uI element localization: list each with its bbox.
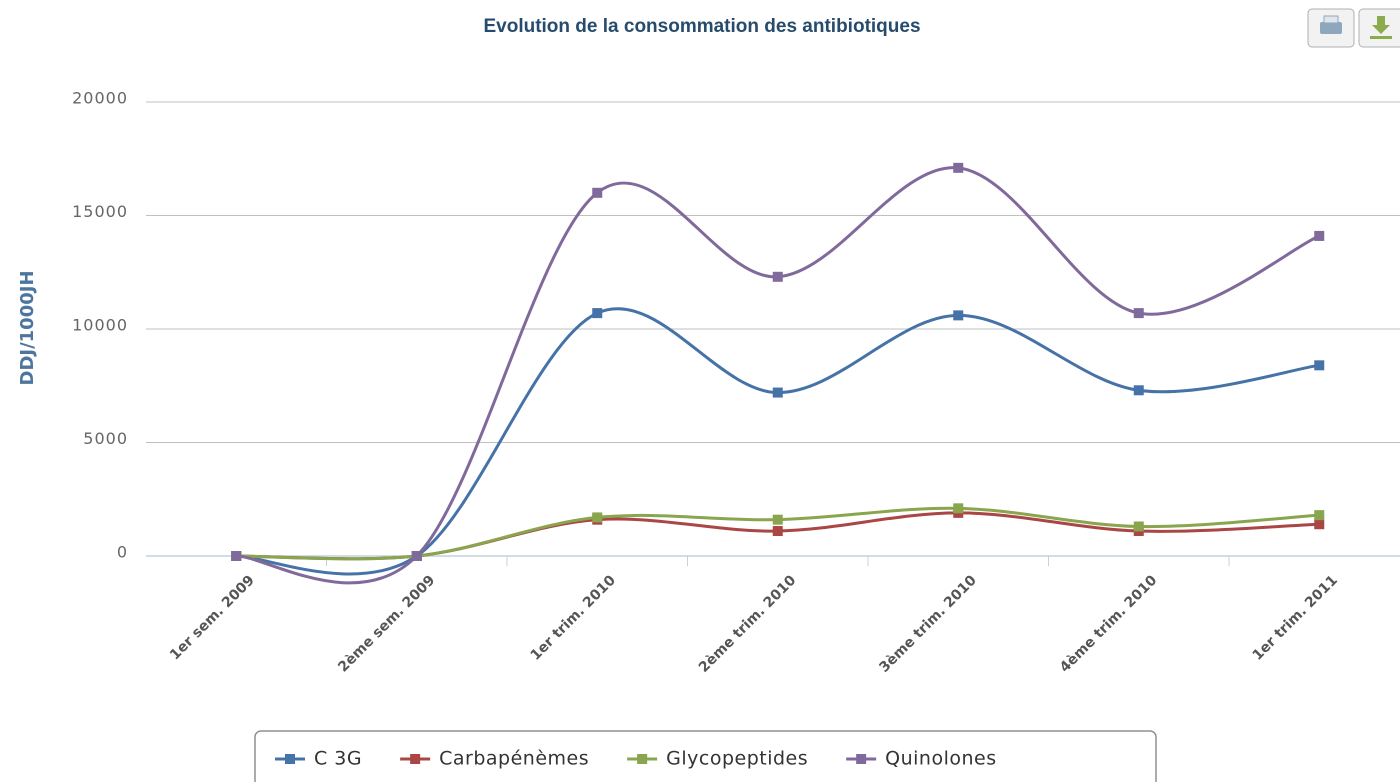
export-button[interactable] [1358,8,1400,48]
print-button[interactable] [1307,8,1355,48]
legend-marker [285,754,295,764]
point-marker [231,551,242,561]
print-icon [1320,22,1342,34]
series-line [236,166,1320,585]
y-tick-label: 20000 [72,89,128,108]
point-marker [592,512,603,523]
x-tick-label: 4ème trim. 2010 [1057,572,1161,676]
legend-marker [410,754,421,764]
point-marker [1133,308,1144,319]
point-marker [411,551,422,561]
point-marker [1314,230,1325,241]
legend-label: Quinolones [885,748,996,770]
legend-label: C 3G [314,748,362,770]
legend-label: Glycopeptides [666,748,808,770]
point-marker [1314,510,1325,521]
x-tick-label: 2ème sem. 2009 [335,572,438,675]
y-tick-label: 5000 [83,429,128,448]
y-tick-label: 15000 [72,202,128,221]
legend-box [254,730,1157,782]
point-marker [953,310,964,321]
point-marker [1314,360,1325,371]
point-marker [772,271,783,282]
legend-label: Carbapénèmes [439,748,589,770]
x-tick-label: 3ème trim. 2010 [876,572,980,676]
y-tick-label: 0 [117,543,128,562]
print-icon [1323,15,1339,24]
series [231,162,1325,585]
point-marker [592,187,603,198]
point-marker [772,514,783,525]
point-marker [592,308,603,319]
point-marker [1133,521,1144,532]
x-tick-label: 1er sem. 2009 [167,572,258,663]
point-marker [772,526,783,537]
y-tick-label: 10000 [72,316,128,335]
y-axis-label: DDJ/1000JH [17,270,38,385]
export-icon [1370,36,1392,39]
chart-title: Evolution de la consommation des antibio… [483,16,920,37]
point-marker [953,162,964,173]
x-tick-label: 2ème trim. 2010 [696,572,800,676]
point-marker [1314,519,1325,530]
x-tick-label: 1er trim. 2010 [528,572,620,664]
x-tick-label: 1er trim. 2011 [1250,572,1341,663]
legend-marker [637,754,648,764]
point-marker [772,387,783,398]
point-marker [1133,385,1144,396]
export-icon [1372,16,1390,34]
point-marker [953,503,964,514]
legend-marker [856,754,867,764]
